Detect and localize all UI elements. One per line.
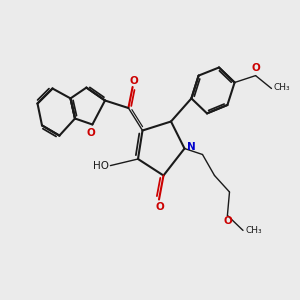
Text: CH₃: CH₃ (245, 226, 262, 235)
Text: HO: HO (93, 160, 109, 171)
Text: N: N (187, 142, 196, 152)
Text: O: O (86, 128, 95, 138)
Text: CH₃: CH₃ (273, 82, 290, 91)
Text: O: O (251, 63, 260, 73)
Text: O: O (130, 76, 139, 85)
Text: O: O (223, 216, 232, 226)
Text: O: O (155, 202, 164, 212)
